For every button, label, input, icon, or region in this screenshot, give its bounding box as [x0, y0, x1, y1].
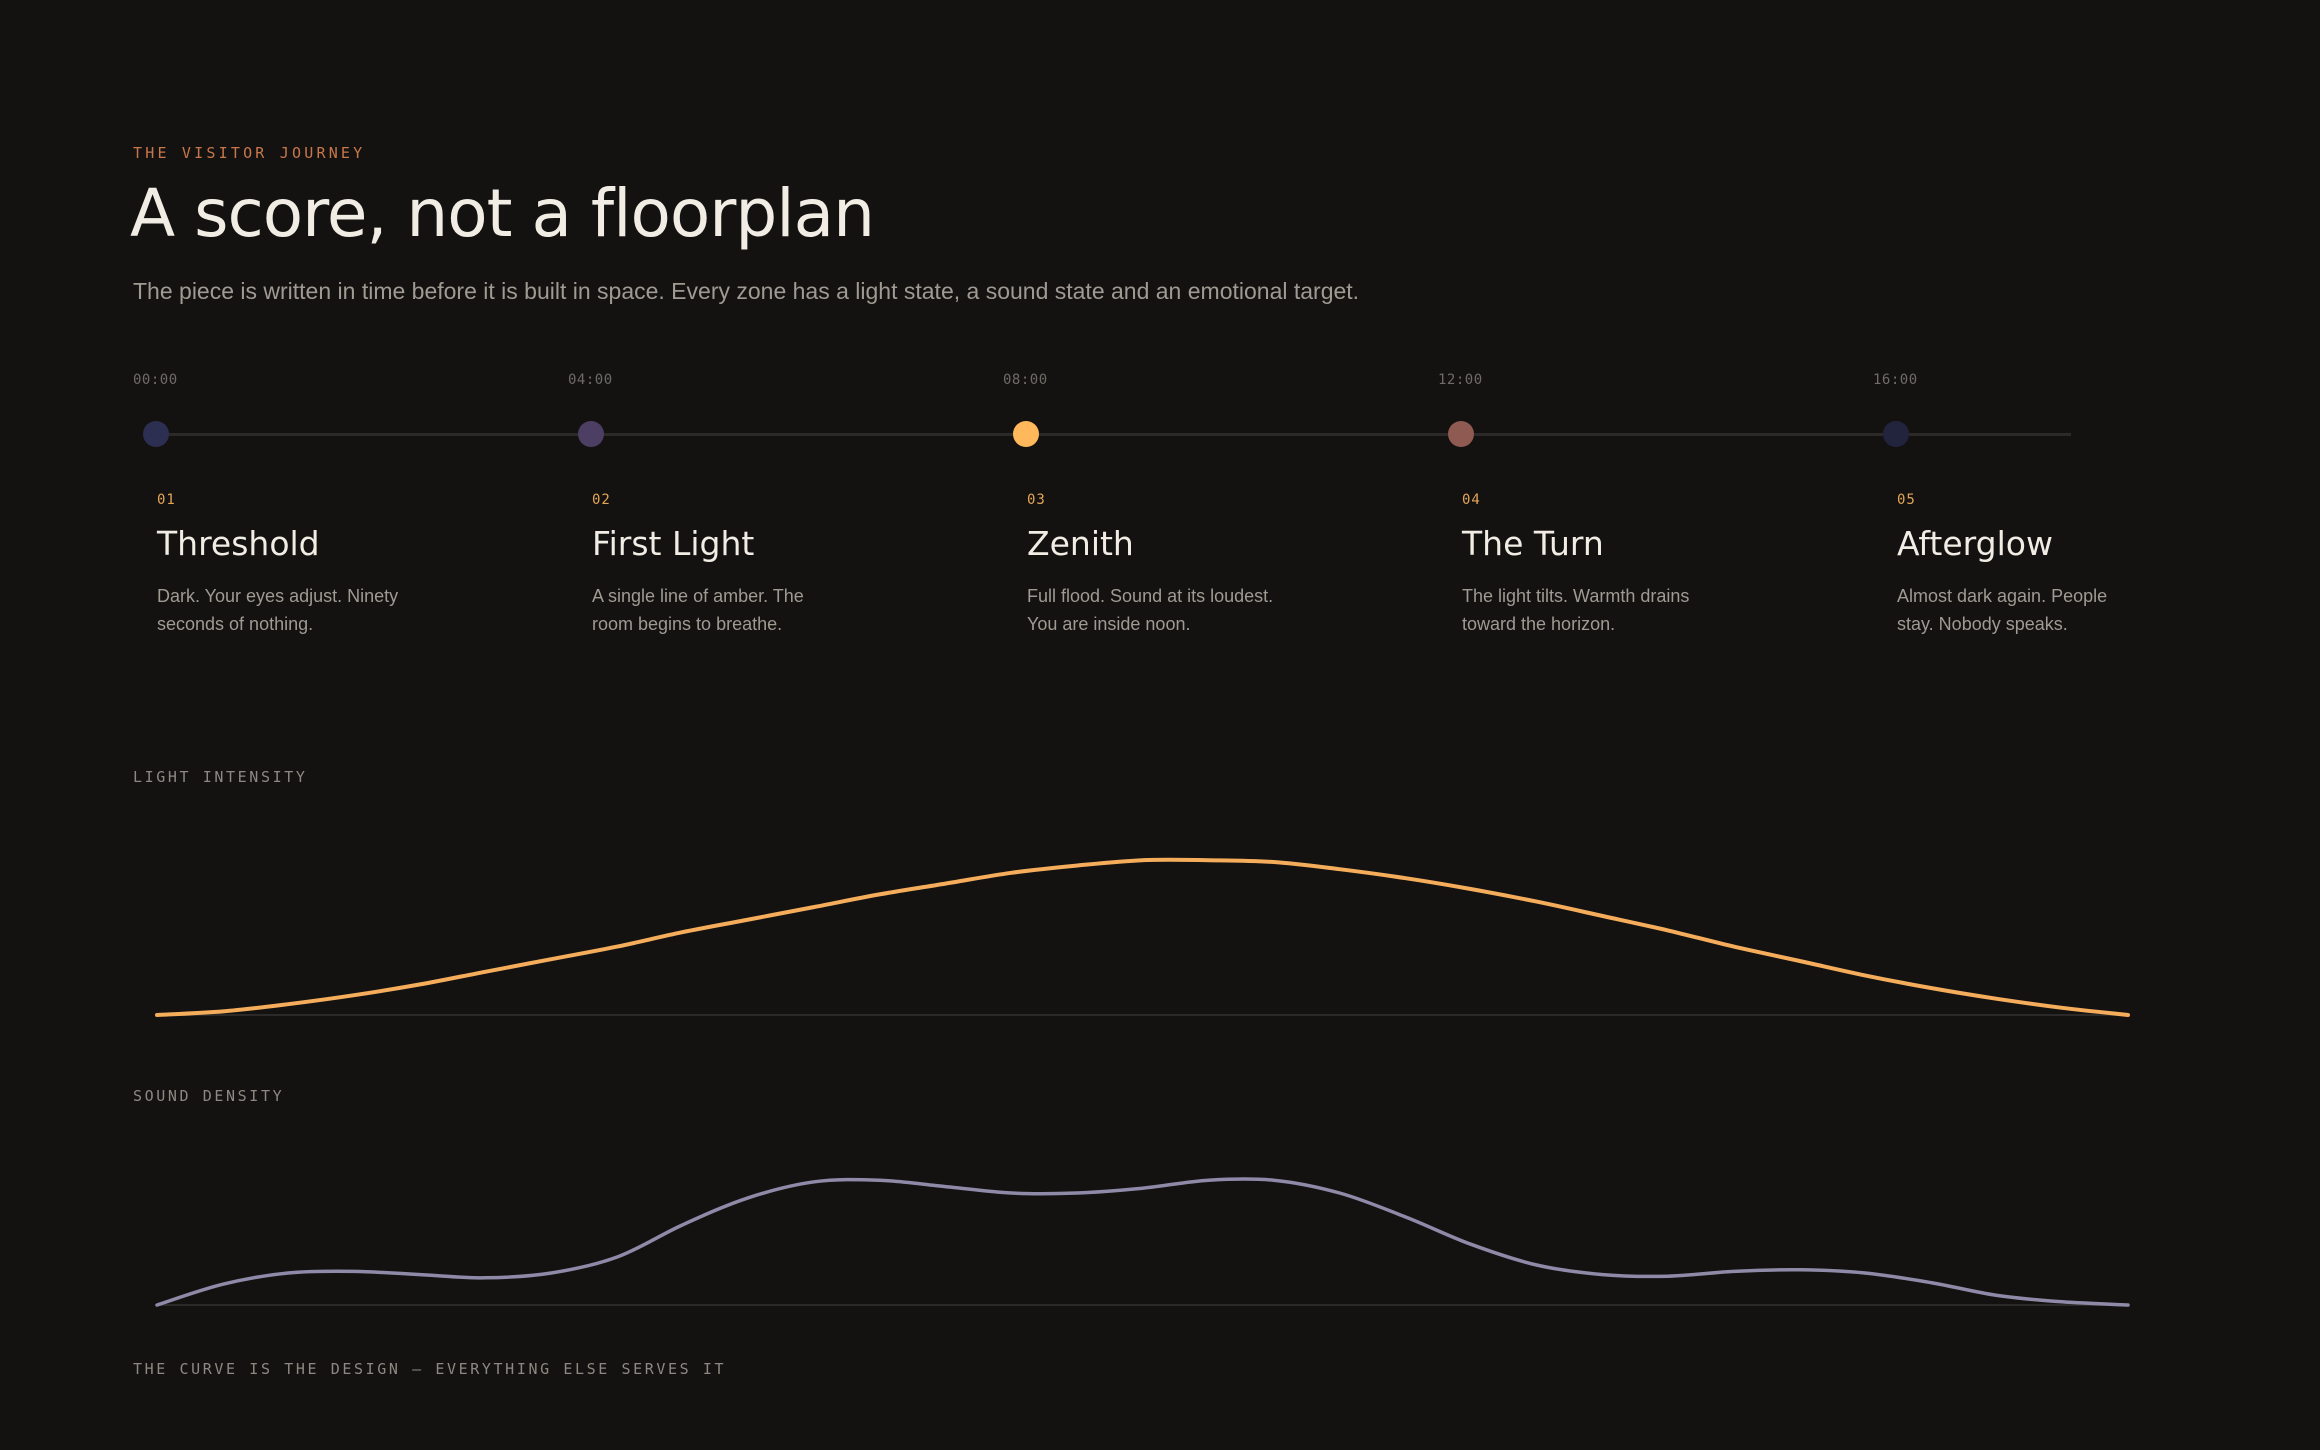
stage-title: Threshold [157, 524, 320, 563]
light-intensity-curve [155, 857, 2130, 1017]
light-intensity-label: LIGHT INTENSITY [133, 768, 308, 786]
stage-dot[interactable] [578, 421, 604, 447]
stage-zenith: 03 Zenith Full flood. Sound at its loude… [1027, 492, 1327, 638]
light-intensity-chart [155, 857, 2130, 1017]
stage-title: Zenith [1027, 524, 1134, 563]
time-label: 00:00 [133, 372, 178, 388]
stage-description: A single line of amber. The room begins … [592, 586, 804, 634]
page-title: A score, not a floorplan [130, 175, 875, 252]
stage-dot[interactable] [1883, 421, 1909, 447]
stage-afterglow: 05 Afterglow Almost dark again. People s… [1897, 492, 2197, 638]
stage-title: Afterglow [1897, 524, 2053, 563]
stage-dot[interactable] [1013, 421, 1039, 447]
stage-description: Almost dark again. People stay. Nobody s… [1897, 586, 2108, 634]
stage-title: First Light [592, 524, 755, 563]
stage-number: 02 [592, 492, 611, 508]
stage-number: 05 [1897, 492, 1916, 508]
time-label: 08:00 [1003, 372, 1048, 388]
time-label: 04:00 [568, 372, 613, 388]
sound-density-chart [155, 1177, 2130, 1307]
sound-density-label: SOUND DENSITY [133, 1087, 285, 1105]
stage-first-light: 02 First Light A single line of amber. T… [592, 492, 892, 638]
stage-description: The light tilts. Warmth drains toward th… [1462, 586, 1690, 634]
stage-number: 03 [1027, 492, 1046, 508]
stage-title: The Turn [1462, 524, 1604, 563]
footer-note: THE CURVE IS THE DESIGN — EVERYTHING ELS… [133, 1360, 727, 1378]
time-label: 16:00 [1873, 372, 1918, 388]
page-subtitle: The piece is written in time before it i… [133, 278, 1360, 304]
eyebrow-label: THE VISITOR JOURNEY [133, 144, 366, 162]
timeline-track [156, 433, 2071, 436]
sound-density-curve [155, 1177, 2130, 1307]
stage-threshold: 01 Threshold Dark. Your eyes adjust. Nin… [157, 492, 457, 638]
stage-number: 04 [1462, 492, 1481, 508]
stage-description: Full flood. Sound at its loudest. You ar… [1027, 586, 1274, 634]
time-label: 12:00 [1438, 372, 1483, 388]
stage-dot[interactable] [143, 421, 169, 447]
stage-dot[interactable] [1448, 421, 1474, 447]
stage-number: 01 [157, 492, 176, 508]
stage-the-turn: 04 The Turn The light tilts. Warmth drai… [1462, 492, 1762, 638]
stage-description: Dark. Your eyes adjust. Ninety seconds o… [157, 586, 399, 634]
